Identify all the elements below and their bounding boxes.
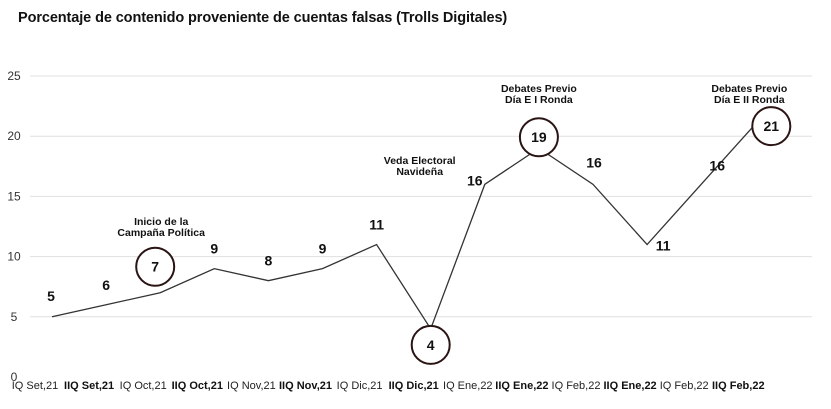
data-label: 4 xyxy=(427,337,435,353)
y-tick-label: 15 xyxy=(7,189,21,203)
highlight-circle xyxy=(135,246,176,287)
y-axis: 0 5 10 15 20 25 xyxy=(7,69,21,384)
x-tick-label: IIQ Dic,21 xyxy=(389,380,439,392)
x-tick-label: IQ Dic,21 xyxy=(337,380,383,392)
y-tick-label: 0 xyxy=(11,370,18,384)
highlight-circle xyxy=(751,106,792,147)
x-tick-label: IQ Feb,22 xyxy=(660,380,709,392)
data-label: 7 xyxy=(151,259,159,275)
series-line xyxy=(51,123,756,331)
highlight-circle xyxy=(518,117,559,158)
x-tick-label: IQ Nov,21 xyxy=(227,380,276,392)
annotation-label: Navideña xyxy=(396,166,443,178)
data-label: 8 xyxy=(265,253,273,269)
y-tick-label: 25 xyxy=(7,69,21,83)
x-tick-label: IQ Oct,21 xyxy=(120,380,167,392)
highlight-layer xyxy=(135,106,792,365)
data-label: 9 xyxy=(319,241,327,257)
data-label: 19 xyxy=(531,129,547,145)
annotation-label: Inicio de la xyxy=(134,216,188,228)
grid-layer xyxy=(30,75,812,318)
annotation-label: Día E I Ronda xyxy=(505,94,573,106)
data-label: 16 xyxy=(467,172,483,188)
x-tick-label: IQ Feb,22 xyxy=(552,380,601,392)
y-tick-label: 20 xyxy=(7,129,21,143)
annotation-label: Campaña Política xyxy=(117,227,205,239)
data-label: 21 xyxy=(764,118,780,134)
x-tick-label: IQ Ene,22 xyxy=(443,380,493,392)
data-label: 16 xyxy=(586,154,602,170)
chart-title: Porcentaje de contenido proveniente de c… xyxy=(18,10,508,26)
x-axis: IQ Set,21 IIQ Set,21 IQ Oct,21 IIQ Oct,21 IQ… xyxy=(12,380,765,392)
data-label-layer: 5 6 7 9 8 9 11 4 16 19 16 11 16 21 xyxy=(47,118,779,353)
x-tick-label: IIQ Set,21 xyxy=(64,380,114,392)
x-tick-label: IIQ Nov,21 xyxy=(279,380,332,392)
annotation-label: Debates Previo xyxy=(501,83,577,95)
x-tick-label: IIQ Ene,22 xyxy=(603,380,656,392)
data-label: 11 xyxy=(656,238,671,254)
data-label: 9 xyxy=(210,241,218,257)
x-tick-label: IQ Set,21 xyxy=(12,380,58,392)
highlight-circle xyxy=(410,324,451,365)
data-label: 11 xyxy=(369,217,384,233)
y-tick-label: 5 xyxy=(11,310,18,324)
y-tick-label: 10 xyxy=(7,250,21,264)
data-label: 6 xyxy=(102,277,110,293)
annotation-label: Veda Electoral xyxy=(384,155,456,167)
x-tick-label: IIQ Oct,21 xyxy=(172,380,223,392)
annotation-label: Día E II Ronda xyxy=(714,94,785,106)
annotation-label: Debates Previo xyxy=(711,83,787,95)
x-tick-label: IIQ Feb,22 xyxy=(712,380,765,392)
data-label: 16 xyxy=(709,157,725,173)
series-layer xyxy=(51,123,756,331)
x-tick-label: IIQ Ene,22 xyxy=(495,380,548,392)
data-label: 5 xyxy=(47,288,55,304)
